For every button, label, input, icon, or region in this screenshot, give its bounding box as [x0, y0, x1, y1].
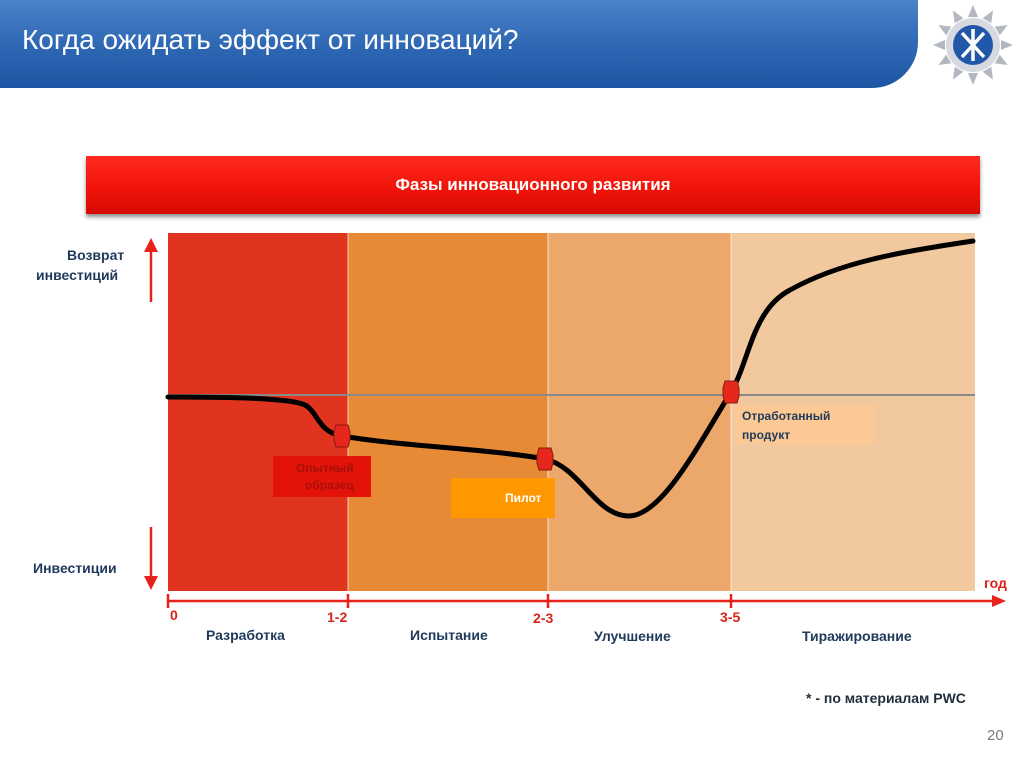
milestone-marker-pilot: [536, 447, 554, 471]
phases-banner: Фазы инновационного развития: [86, 156, 980, 214]
finished-label-line1: Отработанный: [742, 409, 831, 423]
phase-label-improvement: Улучшение: [594, 628, 671, 644]
x-axis-label: год: [984, 575, 1007, 591]
banner-title: Фазы инновационного развития: [395, 175, 671, 194]
phase-band-testing: [348, 233, 548, 591]
source-footnote: * - по материалам PWC: [806, 690, 966, 706]
y-axis-investment-label: Инвестиции: [33, 560, 117, 576]
phase-band-improvement: [548, 233, 731, 591]
slide-title: Когда ожидать эффект от инноваций?: [22, 24, 519, 55]
tick-label-0: 0: [170, 607, 178, 623]
page-number: 20: [987, 727, 1004, 744]
pilot-box: [451, 478, 555, 518]
company-logo-icon: [933, 5, 1013, 85]
pilot-label: Пилот: [505, 491, 542, 505]
phase-label-development: Разработка: [206, 627, 285, 643]
y-axis-return-label-line2: инвестиций: [36, 267, 119, 283]
tick-label-3-5: 3-5: [720, 609, 741, 625]
prototype-label-line1: Опытный: [296, 461, 354, 475]
time-axis: [168, 595, 1006, 607]
phase-band-development: [168, 233, 348, 591]
phase-label-testing: Испытание: [410, 627, 488, 643]
finished-product-box: [735, 405, 875, 444]
investment-arrow: [144, 527, 158, 590]
j-curve: [165, 238, 976, 519]
finished-label-line2: продукт: [742, 428, 791, 442]
return-arrow: [144, 238, 158, 302]
tick-label-1-2: 1-2: [327, 609, 348, 625]
phase-label-scaling: Тиражирование: [802, 628, 912, 644]
tick-label-2-3: 2-3: [533, 610, 554, 626]
milestone-marker-prototype: [333, 424, 351, 448]
milestone-marker-finished: [722, 380, 740, 404]
prototype-box: [273, 456, 371, 497]
prototype-label-line2: образец: [305, 478, 354, 492]
y-axis-return-label-line1: Возврат: [67, 247, 125, 263]
header-band: [0, 0, 918, 88]
